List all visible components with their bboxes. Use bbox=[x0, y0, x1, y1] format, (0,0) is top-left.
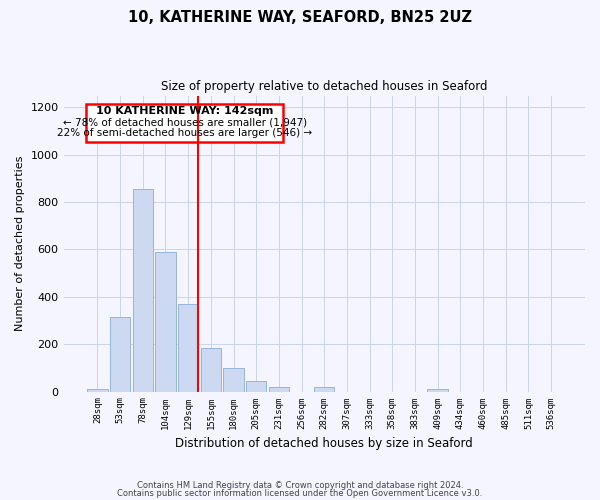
Bar bbox=[269, 387, 289, 392]
Bar bbox=[110, 317, 130, 392]
Text: Contains public sector information licensed under the Open Government Licence v3: Contains public sector information licen… bbox=[118, 488, 482, 498]
Text: Contains HM Land Registry data © Crown copyright and database right 2024.: Contains HM Land Registry data © Crown c… bbox=[137, 481, 463, 490]
Text: 22% of semi-detached houses are larger (546) →: 22% of semi-detached houses are larger (… bbox=[57, 128, 313, 138]
Title: Size of property relative to detached houses in Seaford: Size of property relative to detached ho… bbox=[161, 80, 488, 93]
Text: 10 KATHERINE WAY: 142sqm: 10 KATHERINE WAY: 142sqm bbox=[96, 106, 274, 116]
Bar bbox=[133, 189, 153, 392]
Y-axis label: Number of detached properties: Number of detached properties bbox=[15, 156, 25, 331]
Bar bbox=[155, 252, 176, 392]
Bar bbox=[314, 388, 334, 392]
X-axis label: Distribution of detached houses by size in Seaford: Distribution of detached houses by size … bbox=[175, 437, 473, 450]
Bar bbox=[86, 104, 283, 142]
Text: 10, KATHERINE WAY, SEAFORD, BN25 2UZ: 10, KATHERINE WAY, SEAFORD, BN25 2UZ bbox=[128, 10, 472, 25]
Bar bbox=[223, 368, 244, 392]
Bar bbox=[87, 388, 107, 392]
Bar bbox=[427, 389, 448, 392]
Bar bbox=[200, 348, 221, 392]
Text: ← 78% of detached houses are smaller (1,947): ← 78% of detached houses are smaller (1,… bbox=[63, 117, 307, 127]
Bar bbox=[178, 304, 199, 392]
Bar bbox=[246, 381, 266, 392]
